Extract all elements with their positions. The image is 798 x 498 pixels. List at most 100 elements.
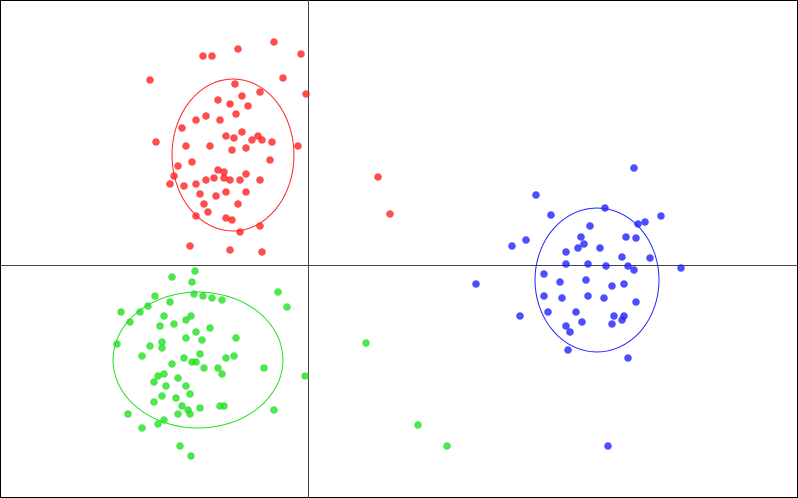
data-point bbox=[152, 138, 160, 146]
data-point bbox=[362, 339, 370, 347]
data-point bbox=[220, 168, 228, 176]
data-point bbox=[196, 190, 204, 198]
data-point bbox=[577, 233, 585, 241]
data-point bbox=[657, 212, 665, 220]
data-point bbox=[238, 92, 246, 100]
data-point bbox=[242, 144, 250, 152]
series-group bbox=[112, 38, 685, 460]
data-point bbox=[186, 390, 194, 398]
data-point bbox=[522, 236, 530, 244]
data-point bbox=[274, 288, 282, 296]
data-point bbox=[160, 370, 168, 378]
data-point bbox=[216, 116, 224, 124]
data-point bbox=[158, 344, 166, 352]
data-point bbox=[270, 406, 278, 414]
data-point bbox=[630, 164, 638, 172]
data-point bbox=[170, 320, 178, 328]
data-point bbox=[508, 242, 516, 250]
data-point bbox=[199, 52, 207, 60]
data-point bbox=[166, 180, 174, 188]
data-point bbox=[677, 264, 685, 272]
data-point bbox=[186, 410, 194, 418]
data-point bbox=[226, 100, 234, 108]
data-point bbox=[562, 322, 570, 330]
data-point bbox=[618, 253, 626, 261]
data-point bbox=[566, 328, 574, 336]
data-point bbox=[230, 352, 238, 360]
data-point bbox=[192, 116, 200, 124]
data-point bbox=[188, 158, 196, 166]
data-point bbox=[192, 180, 200, 188]
data-point bbox=[187, 452, 195, 460]
data-point bbox=[556, 278, 564, 286]
data-point bbox=[138, 352, 146, 360]
data-point bbox=[180, 354, 188, 362]
series-1 bbox=[112, 267, 451, 460]
data-point bbox=[544, 308, 552, 316]
data-point bbox=[222, 188, 230, 196]
data-point bbox=[258, 136, 266, 144]
data-point bbox=[228, 146, 236, 154]
data-point bbox=[214, 364, 222, 372]
data-point bbox=[210, 174, 218, 182]
data-point bbox=[154, 372, 162, 380]
data-point bbox=[297, 50, 305, 58]
data-point bbox=[160, 312, 168, 320]
data-point bbox=[268, 138, 276, 146]
data-point bbox=[283, 303, 291, 311]
data-point bbox=[158, 392, 166, 400]
data-point bbox=[220, 402, 228, 410]
data-point bbox=[236, 176, 244, 184]
data-point bbox=[228, 216, 236, 224]
data-point bbox=[641, 218, 649, 226]
data-point bbox=[174, 374, 182, 382]
data-point bbox=[200, 200, 208, 208]
data-point bbox=[618, 316, 626, 324]
data-point bbox=[124, 410, 132, 418]
data-point bbox=[138, 424, 146, 432]
data-point bbox=[540, 270, 548, 278]
data-point bbox=[562, 260, 570, 268]
data-point bbox=[242, 188, 250, 196]
data-point bbox=[630, 266, 638, 274]
data-point bbox=[176, 442, 184, 450]
data-point bbox=[182, 382, 190, 390]
data-point bbox=[248, 136, 256, 144]
data-point bbox=[608, 320, 616, 328]
data-point bbox=[516, 312, 524, 320]
data-point bbox=[214, 166, 222, 174]
data-point bbox=[178, 124, 186, 132]
data-point bbox=[624, 354, 632, 362]
data-point bbox=[166, 298, 174, 306]
data-point bbox=[238, 128, 246, 136]
data-point bbox=[180, 182, 188, 190]
data-point bbox=[208, 294, 216, 302]
confidence-ellipse bbox=[171, 78, 295, 232]
data-point bbox=[586, 222, 594, 230]
data-point bbox=[258, 248, 266, 256]
data-point bbox=[232, 110, 240, 118]
data-point bbox=[562, 248, 570, 256]
data-point bbox=[564, 346, 572, 354]
data-point bbox=[604, 442, 612, 450]
data-point bbox=[620, 280, 628, 288]
data-point bbox=[204, 208, 212, 216]
data-point bbox=[242, 170, 250, 178]
data-point bbox=[270, 38, 278, 46]
data-point bbox=[600, 294, 608, 302]
data-point bbox=[601, 204, 609, 212]
data-point bbox=[234, 45, 242, 53]
data-point bbox=[234, 200, 242, 208]
data-point bbox=[220, 174, 228, 182]
confidence-ellipse bbox=[534, 207, 660, 353]
data-point bbox=[574, 244, 582, 252]
data-point bbox=[188, 278, 196, 286]
data-point bbox=[198, 336, 206, 344]
data-point bbox=[154, 420, 162, 428]
data-point bbox=[186, 242, 194, 250]
data-point bbox=[584, 292, 592, 300]
data-point bbox=[117, 308, 125, 316]
data-point bbox=[172, 394, 180, 402]
data-point bbox=[190, 290, 198, 298]
